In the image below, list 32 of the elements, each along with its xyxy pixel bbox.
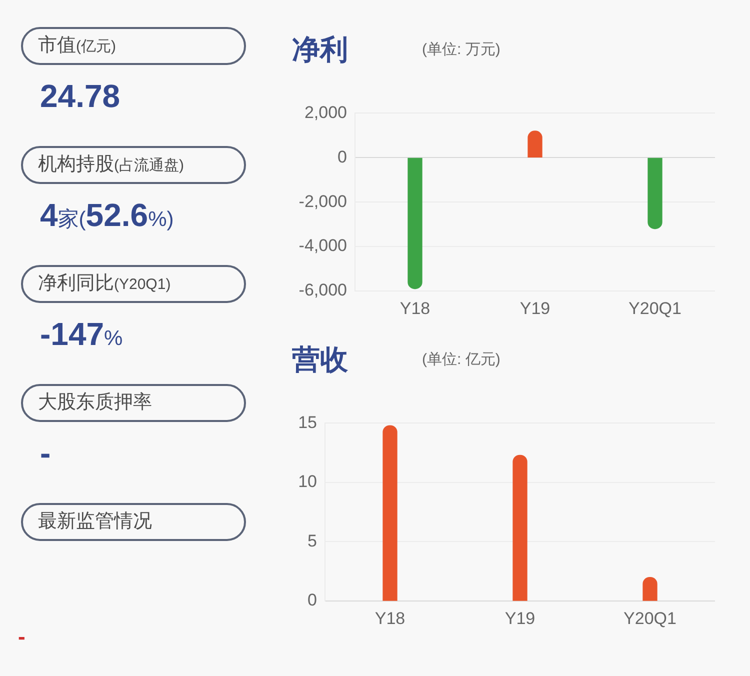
y-tick-label: 0 [308,590,317,610]
text: 24.78 [40,78,120,114]
pill-frame: 机构持股(占流通盘) [21,146,246,184]
x-tick-label: Y18 [400,298,430,318]
x-tick-label: Y18 [374,608,406,628]
pill-frame: 市值(亿元) [21,27,246,65]
text: 4家(52.6%) [40,197,174,233]
bar [642,576,658,601]
x-tick-label: Y19 [520,298,550,318]
text: - [18,624,26,649]
x-tick-label: Y20Q1 [624,608,676,628]
y-tick-label: -6,000 [298,280,347,300]
y-tick-label: 5 [308,531,317,550]
chart-title: 营收 [292,343,348,377]
text: - [40,435,51,471]
bar [512,454,528,601]
pill-frame: 大股东质押率 [21,384,246,422]
y-tick-label: -4,000 [298,236,347,256]
y-tick-label: 10 [298,472,317,492]
text: -147% [40,316,123,352]
x-tick-label: Y19 [504,608,536,628]
chart-title: 净利 [292,33,348,67]
chart-subtitle: (单位: 亿元) [422,350,500,370]
chart-subtitle: (单位: 万元) [422,40,500,60]
x-tick-label: Y20Q1 [628,298,682,318]
pill-frame: 最新监管情况 [21,503,246,541]
bar [382,425,398,601]
pill-frame: 净利同比(Y20Q1) [21,265,246,303]
y-tick-label: 15 [298,412,317,432]
y-tick-label: 0 [338,147,347,166]
y-tick-label: 2,000 [304,102,347,122]
y-tick-label: -2,000 [298,192,347,211]
